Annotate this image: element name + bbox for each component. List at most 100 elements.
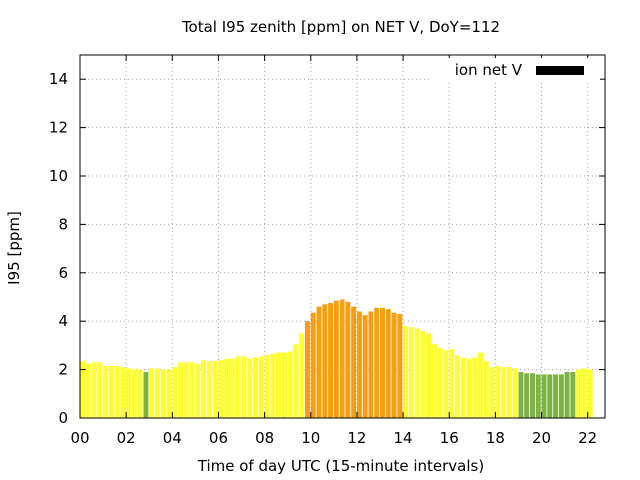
bar [455,355,460,418]
bar [235,356,241,418]
bar [258,356,264,418]
x-tick-label: 00 [70,429,89,447]
y-tick-label: 2 [58,361,68,379]
bar [120,367,126,418]
bar [114,365,120,418]
bar [408,327,414,418]
bar [385,309,391,418]
bar [512,368,518,418]
bar [270,353,276,418]
y-tick-label: 4 [58,312,68,330]
bar [443,350,449,418]
bar [414,328,420,418]
bar [305,321,310,418]
bar [230,358,235,418]
bar [183,362,189,418]
bar [547,374,553,418]
bar [149,368,155,418]
bar [322,304,328,418]
bar [241,356,247,418]
bar [501,367,507,418]
legend: ion net V [430,58,600,82]
bar [553,374,559,418]
y-tick-label: 12 [49,119,68,137]
bar [564,372,570,418]
x-tick-label: 22 [578,429,597,447]
bar [224,358,230,418]
x-tick-label: 06 [209,429,228,447]
bar [108,365,114,418]
bar [518,372,524,418]
bar [276,352,282,418]
bar [310,312,316,418]
bar [166,369,172,418]
bar [576,369,582,418]
bar [587,369,593,418]
bar [397,313,403,418]
bar [535,374,541,418]
bar [287,351,293,418]
bar [374,307,380,418]
bar [420,330,426,418]
bar [362,315,368,418]
bar [339,299,345,418]
bar [558,374,564,418]
bar [160,369,166,418]
bar [333,300,339,418]
legend-label: ion net V [455,61,523,79]
bar [293,344,299,418]
y-tick-label: 8 [58,215,68,233]
bar [403,326,409,418]
bar [380,307,385,418]
bar [85,363,91,418]
bar [137,369,143,418]
y-axis-label: I95 [ppm] [5,211,23,285]
bar [103,365,109,418]
bar [155,368,160,418]
x-tick-label: 10 [301,429,320,447]
grid [80,55,605,418]
bar [356,311,362,418]
x-tick-label: 16 [440,429,459,447]
bar [426,333,432,418]
y-tick-label: 14 [49,70,68,88]
bar [472,357,478,418]
bar [97,362,103,418]
bar [345,301,351,418]
legend-swatch [536,66,584,75]
x-axis-label: Time of day UTC (15-minute intervals) [197,457,484,475]
x-tick-label: 02 [117,429,136,447]
bar [91,362,97,418]
bar [264,355,270,418]
bar [189,362,195,418]
bar [253,357,259,418]
bar [212,361,218,418]
bar [489,367,495,418]
chart-title: Total I95 zenith [ppm] on NET V, DoY=112 [181,18,500,36]
bar [449,349,455,418]
bar [437,347,443,418]
x-tick-label: 12 [347,429,366,447]
plot-frame [79,54,606,419]
x-tick-label: 14 [394,429,413,447]
bar [328,303,334,418]
bar [431,344,437,418]
x-tick-label: 20 [532,429,551,447]
bar [316,306,322,418]
bar [466,358,472,418]
bar [195,363,201,418]
bar [80,361,85,418]
bar [178,362,184,418]
bar [201,359,207,418]
bar [299,333,305,418]
bar [391,312,397,418]
x-tick-label: 08 [255,429,274,447]
x-tick-label: 04 [163,429,182,447]
bar [218,359,224,418]
bar [524,373,530,418]
y-tick-label: 6 [58,264,68,282]
bar [131,369,137,418]
bar [206,361,212,418]
